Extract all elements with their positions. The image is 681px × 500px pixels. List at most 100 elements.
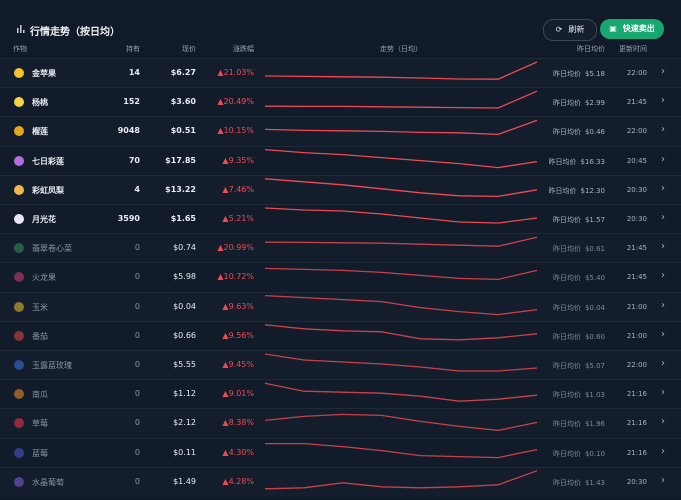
chevron: › [661, 387, 665, 399]
prev-value: $1.57 [584, 216, 605, 224]
update-time: 20:45 [626, 156, 647, 165]
crop-name: 榴莲 [32, 127, 48, 137]
col-time: 更新时间 [619, 45, 647, 53]
held: 9048 [117, 126, 140, 136]
crop-icon [14, 301, 24, 312]
crop-icon [14, 447, 24, 458]
trend-line [264, 148, 538, 169]
refresh-button[interactable]: ⟳ 刷新 [543, 19, 597, 41]
update-time: 21:00 [626, 331, 647, 340]
prev-value: $5.07 [584, 362, 605, 370]
crop-row[interactable]: 玉露蓝玫瑰 0 $5.55 ▲9.45% 昨日均价 $5.07 22:00 › [0, 350, 681, 380]
held: 0 [134, 330, 140, 340]
change: ▲9.56% [222, 330, 254, 340]
prev-price: 昨日均价 $5.18 [553, 69, 605, 79]
chevron: › [661, 328, 665, 340]
trend-line [264, 119, 538, 136]
crop-row[interactable]: 草莓 0 $2.12 ▲8.38% 昨日均价 $1.96 21:16 › [0, 408, 681, 439]
trend-line [264, 353, 538, 372]
col-prev: 昨日均价 [577, 45, 605, 53]
crop-icon [14, 418, 24, 429]
held: 0 [134, 389, 140, 399]
prev-label: 昨日均价 [552, 274, 581, 283]
prev-value: $0.61 [584, 245, 605, 254]
prev-price: 昨日均价 $1.57 [553, 215, 605, 225]
price: $1.65 [170, 214, 196, 223]
held: 3590 [117, 214, 140, 223]
prev-price: 昨日均价 $0.61 [553, 244, 605, 254]
prev-price: 昨日均价 $0.10 [553, 449, 605, 459]
crop-row[interactable]: 七日彩莲 70 $17.85 ▲9.35% 昨日均价 $16.33 20:45 › [0, 145, 681, 176]
crop-name: 草莓 [32, 419, 48, 429]
price: $0.51 [170, 126, 196, 136]
prev-price: 昨日均价 $1.96 [553, 419, 605, 429]
crop-row[interactable]: 金苹果 14 $6.27 ▲21.03% 昨日均价 $5.18 22:00 › [0, 58, 681, 88]
sell-button[interactable]: ▣ 快速卖出 [600, 19, 664, 39]
held: 152 [123, 97, 140, 107]
crop-name: 七日彩莲 [32, 156, 64, 166]
col-held: 持有 [126, 45, 140, 53]
held: 14 [128, 68, 140, 77]
change: ▲9.63% [222, 301, 254, 311]
crop-row[interactable]: 火龙果 0 $5.98 ▲10.72% 昨日均价 $5.40 21:45 › [0, 262, 681, 293]
prev-value: $1.03 [584, 391, 605, 400]
trend-line [264, 413, 538, 432]
trend-line [264, 382, 538, 402]
update-time: 21:45 [626, 244, 647, 253]
prev-price: 昨日均价 $1.43 [553, 478, 605, 488]
refresh-label: 刷新 [568, 25, 585, 34]
prev-value: $0.04 [584, 303, 605, 312]
prev-value: $12.30 [580, 186, 606, 195]
crop-row[interactable]: 玉米 0 $0.04 ▲9.63% 昨日均价 $0.04 21:00 › [0, 291, 681, 322]
update-time: 20:30 [626, 185, 647, 194]
prev-label: 昨日均价 [552, 245, 581, 254]
prev-value: $5.18 [584, 70, 605, 78]
title: 行情走势（按日均） [30, 27, 120, 38]
crop-row[interactable]: 月光花 3590 $1.65 ▲5.21% 昨日均价 $1.57 20:30 › [0, 204, 681, 234]
chevron: › [661, 153, 665, 165]
price: $13.22 [165, 184, 196, 194]
crop-icon [14, 184, 24, 195]
crop-row[interactable]: 翡翠卷心菜 0 $0.74 ▲20.99% 昨日均价 $0.61 21:45 › [0, 233, 681, 264]
chevron: › [661, 124, 665, 136]
held: 0 [134, 243, 140, 253]
trend-line [264, 236, 538, 247]
prev-value: $5.40 [584, 274, 605, 283]
prev-price: 昨日均价 $16.33 [549, 157, 606, 167]
price: $1.12 [173, 389, 196, 399]
crop-row[interactable]: 杨桃 152 $3.60 ▲20.49% 昨日均价 $2.99 21:45 › [0, 87, 681, 118]
crop-name: 蓝莓 [32, 448, 48, 458]
update-time: 20:30 [626, 477, 647, 486]
prev-value: $2.99 [584, 99, 605, 108]
chevron: › [661, 299, 665, 311]
crop-row[interactable]: 水晶葡萄 0 $1.49 ▲4.28% 昨日均价 $1.43 20:30 › [0, 466, 681, 497]
change: ▲5.21% [222, 214, 254, 223]
crop-name: 玉露蓝玫瑰 [32, 361, 72, 370]
price: $5.55 [173, 360, 196, 369]
prev-price: 昨日均价 $5.40 [553, 273, 605, 283]
prev-price: 昨日均价 $1.03 [553, 390, 605, 400]
trend-line [264, 267, 538, 281]
price: $0.66 [173, 330, 196, 340]
prev-price: 昨日均价 $0.60 [553, 332, 605, 342]
held: 0 [134, 418, 140, 428]
held: 0 [134, 360, 140, 369]
crop-row[interactable]: 彩虹凤梨 4 $13.22 ▲7.46% 昨日均价 $12.30 20:30 › [0, 174, 681, 205]
change: ▲9.01% [222, 389, 254, 399]
crop-name: 番茄 [32, 331, 48, 341]
chevron: › [661, 270, 665, 282]
chevron: › [661, 445, 665, 457]
crop-row[interactable]: 蓝莓 0 $0.11 ▲4.30% 昨日均价 $0.10 21:16 › [0, 437, 681, 468]
prev-price: 昨日均价 $2.99 [553, 98, 605, 108]
prev-value: $1.96 [584, 420, 605, 429]
prev-price: 昨日均价 $12.30 [549, 186, 606, 196]
crop-name: 玉米 [32, 302, 48, 312]
crop-row[interactable]: 番茄 0 $0.66 ▲9.56% 昨日均价 $0.60 21:00 › [0, 320, 681, 351]
chevron: › [661, 95, 665, 107]
prev-label: 昨日均价 [552, 99, 581, 108]
crop-name: 月光花 [32, 215, 56, 224]
trend-line [264, 470, 538, 490]
change: ▲21.03% [217, 68, 254, 77]
crop-row[interactable]: 南瓜 0 $1.12 ▲9.01% 昨日均价 $1.03 21:16 › [0, 379, 681, 410]
price: $2.12 [173, 418, 196, 428]
